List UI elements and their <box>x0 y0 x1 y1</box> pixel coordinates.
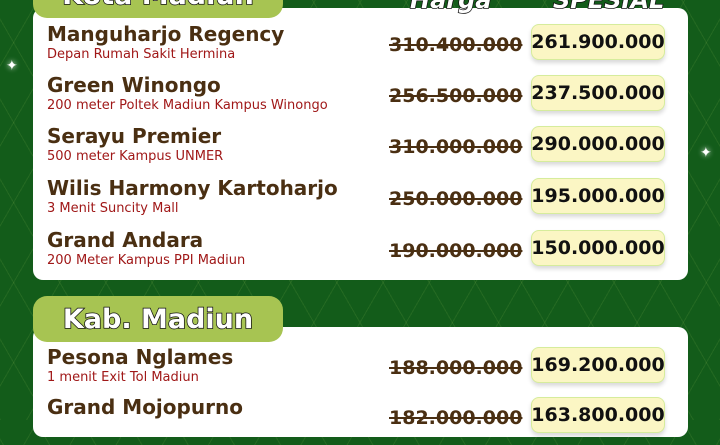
old-price: 310.000.000 <box>389 136 523 158</box>
special-price: 195.000.000 <box>531 178 665 214</box>
listing-location: 200 Meter Kampus PPI Madiun <box>47 253 246 268</box>
listing-row: Green Winongo 200 meter Poltek Madiun Ka… <box>47 73 667 123</box>
listing-name: Grand Andara <box>47 228 204 252</box>
header-harga: Harga <box>409 0 492 15</box>
listing-name: Serayu Premier <box>47 124 222 148</box>
listing-row: Serayu Premier 500 meter Kampus UNMER 31… <box>47 124 667 174</box>
listing-location: 3 Menit Suncity Mall <box>47 201 179 216</box>
listing-name: Pesona Nglames <box>47 345 234 369</box>
listing-row: Manguharjo Regency Depan Rumah Sakit Her… <box>47 22 667 72</box>
old-price: 256.500.000 <box>389 85 523 107</box>
listing-name: Manguharjo Regency <box>47 22 285 46</box>
section-title-kota-madiun: Kota Madiun <box>33 0 283 18</box>
special-price: 237.500.000 <box>531 75 665 111</box>
special-price: 150.000.000 <box>531 230 665 266</box>
special-price: 261.900.000 <box>531 24 665 60</box>
header-spesial: SPESIAL <box>552 0 665 15</box>
listing-location: 500 meter Kampus UNMER <box>47 149 224 164</box>
special-price: 169.200.000 <box>531 347 665 383</box>
special-price: 163.800.000 <box>531 397 665 433</box>
listing-location: 200 meter Poltek Madiun Kampus Winongo <box>47 98 328 113</box>
old-price: 310.400.000 <box>389 34 523 56</box>
listing-row: Grand Mojopurno 182.000.000 163.800.000 <box>47 395 667 445</box>
listing-name: Wilis Harmony Kartoharjo <box>47 176 338 200</box>
section-title-kab-madiun: Kab. Madiun <box>33 296 283 342</box>
listing-location: 1 menit Exit Tol Madiun <box>47 370 199 385</box>
special-price: 290.000.000 <box>531 126 665 162</box>
listing-name: Green Winongo <box>47 73 221 97</box>
old-price: 190.000.000 <box>389 240 523 262</box>
sparkle-icon: ✦ <box>6 58 18 74</box>
old-price: 182.000.000 <box>389 407 523 429</box>
old-price: 188.000.000 <box>389 357 523 379</box>
listing-location: Depan Rumah Sakit Hermina <box>47 47 236 62</box>
old-price: 250.000.000 <box>389 188 523 210</box>
sparkle-icon: ✦ <box>700 145 712 161</box>
listing-row: Wilis Harmony Kartoharjo 3 Menit Suncity… <box>47 176 667 226</box>
listing-name: Grand Mojopurno <box>47 395 243 419</box>
listing-row: Grand Andara 200 Meter Kampus PPI Madiun… <box>47 228 667 278</box>
listing-row: Pesona Nglames 1 menit Exit Tol Madiun 1… <box>47 345 667 395</box>
